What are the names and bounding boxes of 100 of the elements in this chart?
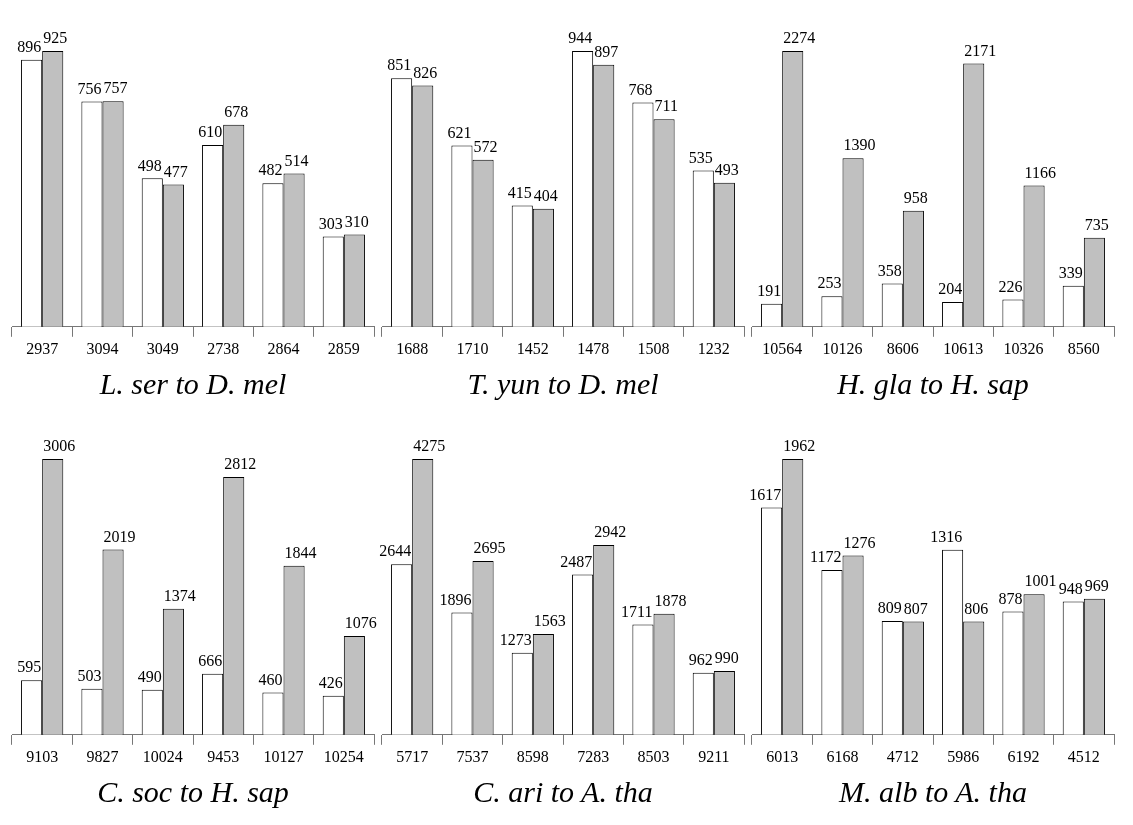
- data-label: 460: [258, 670, 283, 688]
- data-label: 2171: [964, 41, 997, 59]
- text: H. gla to H. sap: [836, 366, 1029, 400]
- data-label: 204: [938, 280, 963, 298]
- data-label: 535: [688, 148, 713, 166]
- data-label: 969: [1084, 576, 1109, 594]
- data-label: 226: [998, 277, 1023, 295]
- data-label: 572: [473, 137, 498, 155]
- data-label: 3006: [43, 437, 76, 455]
- x-tick-label: 9827: [86, 747, 119, 765]
- x-tick-label: 2864: [267, 339, 300, 357]
- x-tick-label: 3049: [146, 339, 179, 357]
- data-label: 757: [103, 79, 128, 97]
- data-label: 735: [1084, 215, 1109, 233]
- text: L. ser to D. mel: [98, 366, 287, 400]
- x-tick-label: 8560: [1067, 339, 1100, 357]
- data-label: 498: [137, 156, 162, 174]
- x-tick-label: 6192: [1007, 747, 1040, 765]
- data-label: 482: [258, 161, 283, 179]
- data-label: 477: [163, 162, 188, 180]
- text: C. soc to H. sap: [97, 774, 289, 808]
- data-label: 897: [594, 43, 619, 61]
- data-label: 1711: [621, 602, 653, 620]
- data-label: 2487: [560, 552, 593, 570]
- x-tick-label: 2738: [207, 339, 240, 357]
- data-label: 595: [17, 658, 42, 676]
- data-label: 2942: [594, 523, 627, 541]
- x-tick-label: 10613: [943, 339, 984, 357]
- data-label: 490: [137, 668, 162, 686]
- data-label: 514: [284, 151, 309, 169]
- data-label: 711: [654, 97, 678, 115]
- data-label: 2644: [379, 542, 412, 560]
- data-label: 1962: [783, 437, 816, 455]
- x-tick-label: 2937: [26, 339, 59, 357]
- data-label: 2274: [783, 29, 816, 47]
- data-label: 851: [387, 56, 412, 74]
- data-label: 1374: [163, 586, 196, 604]
- x-tick-label: 1688: [396, 339, 429, 357]
- data-label: 1896: [439, 590, 472, 608]
- x-tick-label: 10564: [762, 339, 803, 357]
- x-tick-label: 9211: [698, 747, 730, 765]
- data-label: 896: [17, 37, 42, 55]
- data-label: 944: [568, 29, 593, 47]
- data-label: 1617: [749, 485, 782, 503]
- x-tick-label: 5986: [947, 747, 980, 765]
- data-label: 809: [877, 599, 902, 617]
- data-label: 503: [77, 666, 102, 684]
- x-tick-label: 8606: [886, 339, 919, 357]
- data-label: 610: [198, 123, 223, 141]
- x-tick-label: 8598: [516, 747, 549, 765]
- text: T. yun to D. mel: [467, 366, 659, 400]
- text: C. ari to A. tha: [473, 774, 653, 808]
- data-label: 1273: [499, 630, 532, 648]
- data-label: 1166: [1024, 163, 1056, 181]
- data-label: 310: [344, 212, 369, 230]
- data-label: 2695: [473, 539, 506, 557]
- x-tick-label: 6168: [826, 747, 859, 765]
- data-label: 678: [224, 102, 249, 120]
- data-label: 1563: [533, 612, 566, 630]
- data-label: 4275: [413, 437, 446, 455]
- data-label: 962: [688, 650, 713, 668]
- x-tick-label: 10254: [323, 747, 364, 765]
- x-tick-label: 10326: [1003, 339, 1044, 357]
- data-label: 1316: [930, 528, 963, 546]
- data-label: 826: [413, 63, 438, 81]
- data-label: 1076: [344, 614, 377, 632]
- data-label: 948: [1058, 579, 1083, 597]
- x-tick-label: 5717: [396, 747, 429, 765]
- x-tick-label: 6013: [766, 747, 799, 765]
- data-label: 303: [318, 214, 343, 232]
- x-tick-label: 7283: [577, 747, 610, 765]
- data-label: 415: [507, 183, 532, 201]
- x-tick-label: 1452: [516, 339, 549, 357]
- x-tick-label: 4512: [1067, 747, 1100, 765]
- x-tick-label: 9103: [26, 747, 59, 765]
- x-tick-label: 1710: [456, 339, 489, 357]
- data-label: 1878: [654, 591, 687, 609]
- data-label: 339: [1058, 263, 1083, 281]
- data-label: 2019: [103, 527, 136, 545]
- x-tick-label: 1478: [577, 339, 610, 357]
- x-tick-label: 10126: [822, 339, 863, 357]
- x-tick-label: 3094: [86, 339, 119, 357]
- data-label: 621: [447, 123, 472, 141]
- data-label: 493: [714, 161, 739, 179]
- x-tick-label: 10127: [263, 747, 304, 765]
- data-label: 1390: [843, 136, 876, 154]
- data-label: 404: [533, 187, 558, 205]
- data-label: 1172: [810, 548, 842, 566]
- data-label: 1276: [843, 533, 876, 551]
- x-tick-label: 9453: [207, 747, 240, 765]
- x-tick-label: 8503: [637, 747, 670, 765]
- x-tick-label: 1508: [637, 339, 670, 357]
- data-label: 666: [198, 651, 223, 669]
- data-label: 358: [877, 261, 902, 279]
- x-tick-label: 2859: [327, 339, 360, 357]
- x-tick-label: 1232: [697, 339, 730, 357]
- data-label: 806: [964, 599, 989, 617]
- data-label: 756: [77, 79, 102, 97]
- x-tick-label: 4712: [886, 747, 919, 765]
- data-label: 958: [903, 188, 928, 206]
